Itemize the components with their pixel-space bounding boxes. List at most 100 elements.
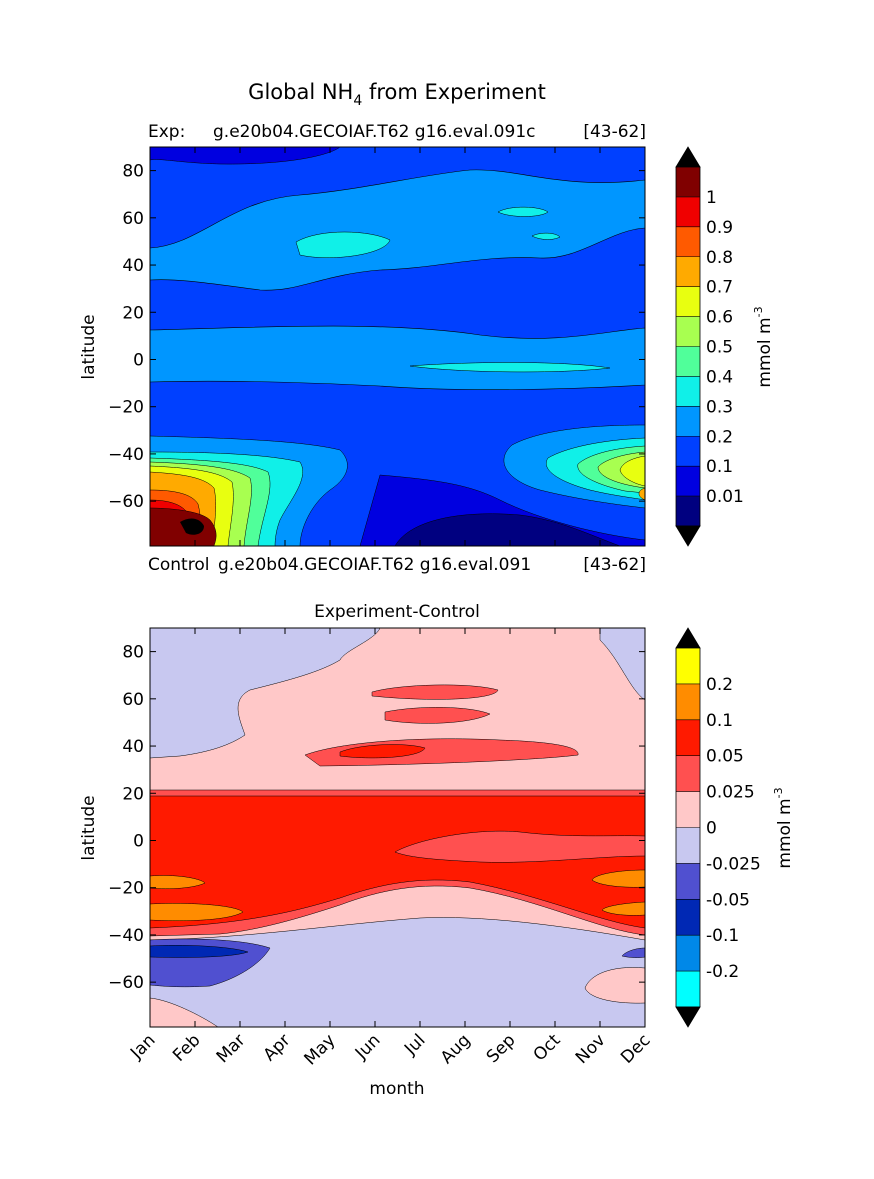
colorbar-tick-label: 0.01 [706,487,744,507]
x-tick-label-apr: Apr [260,1030,295,1065]
y-tick-label: −60 [108,973,144,993]
diff-blob-50n [384,707,491,724]
difference-contour-map [150,628,645,1027]
exp-axes-frame [149,146,646,547]
y-tick-label: 40 [122,737,144,757]
diff-blob-38n-core [339,744,426,759]
diff-title: Experiment-Control [314,602,480,622]
colorbar-tick-label: 0.3 [706,397,733,417]
y-tick-label: −60 [108,492,144,512]
colorbar-band [676,648,700,684]
y-tick-label: 60 [122,209,144,229]
y-tick-label: −20 [108,398,144,418]
control-years: [43-62] [583,555,646,575]
exp-y-ticks: 80 60 40 20 0 −20 −40 −60 [108,162,645,512]
x-tick-label-may: May [301,1030,340,1069]
y-tick-label: −40 [108,445,144,465]
x-tick-label-oct: Oct [530,1030,565,1065]
diff-orange-e2 [601,901,645,916]
colorbar-band [676,286,700,317]
diff-south-darker-patch [150,945,249,958]
colorbar-under-arrow [675,1006,701,1028]
exp-band-north [150,169,645,291]
colorbar-band [676,436,700,467]
colorbar-tick-label: 0.2 [706,675,733,695]
colorbar-band [676,167,700,197]
diff-y-ticks: 80 60 40 20 0 −20 −40 −60 [108,643,645,993]
control-label: Control [148,555,209,575]
diff-se-dark [621,947,645,958]
colorbar-tick-label: -0.05 [706,890,750,910]
y-tick-label: 20 [122,303,144,323]
colorbar-tick-label: 0.1 [706,711,733,731]
colorbar-band [676,683,700,720]
y-tick-label: 0 [133,350,144,370]
diff-colorbar-label: mmol m-3 [772,787,795,868]
colorbar-band [676,346,700,377]
exp-patch-north3 [531,232,561,240]
colorbar-band [676,935,700,972]
colorbar-band [676,256,700,287]
colorbar-tick-label: -0.2 [706,962,739,982]
exp-patch-north1 [295,231,391,258]
colorbar-tick-label: 0.4 [706,367,733,387]
colorbar-tick-label: 0.6 [706,308,733,328]
x-tick-label-aug: Aug [437,1030,475,1068]
x-tick-label-dec: Dec [617,1030,654,1067]
diff-orange-w1 [150,875,206,890]
figure-title: Global NH4 from Experiment [248,80,546,109]
diff-band-tropics [150,795,645,929]
colorbar-band [676,406,700,437]
y-tick-label: 80 [122,643,144,663]
y-tick-label: 0 [133,831,144,851]
colorbar-band [676,316,700,347]
colorbar-under-arrow [675,525,701,547]
x-tick-label-nov: Nov [572,1030,610,1068]
diff-axes-frame [149,627,646,1028]
exp-patch-north2 [497,206,549,217]
exp-colorbar-label: mmol m-3 [752,306,775,387]
diff-xlabel: month [369,1079,424,1099]
y-tick-label: −20 [108,879,144,899]
colorbar-band [676,196,700,227]
y-tick-label: 20 [122,784,144,804]
x-tick-label-jun: Jun [351,1030,385,1064]
colorbar-tick-label: 0.025 [706,783,755,803]
x-tick-label-feb: Feb [169,1030,204,1065]
exp-colorbar: 1 0.9 0.8 0.7 0.6 0.5 0.4 0.3 0.2 0.1 0.01 [675,146,744,547]
exp-ylabel: latitude [79,314,99,379]
diff-se-positive [584,967,645,1004]
colorbar-band [676,466,700,497]
exp-x-ticks [149,147,646,546]
exp-patch-south-darker [394,513,621,546]
colorbar-band [676,755,700,792]
exp-years: [43-62] [583,122,646,142]
colorbar-band [676,827,700,864]
exp-label: Exp: [148,122,185,142]
colorbar-band [676,719,700,756]
colorbar-band [676,863,700,900]
diff-south-negative [150,917,645,1027]
colorbar-band [676,376,700,407]
colorbar-tick-label: -0.1 [706,926,739,946]
exp-case-name: g.e20b04.GECOIAF.T62 g16.eval.091c [213,122,535,142]
colorbar-tick-label: 0.5 [706,338,733,358]
y-tick-label: 40 [122,256,144,276]
experiment-contour-map [150,147,645,546]
colorbar-tick-label: -0.025 [706,854,761,874]
colorbar-tick-label: 0.9 [706,218,733,238]
diff-ylabel: latitude [79,795,99,860]
colorbar-band [676,971,700,1007]
control-case-name: g.e20b04.GECOIAF.T62 g16.eval.091 [218,555,531,575]
x-tick-label-sep: Sep [483,1030,520,1067]
x-tick-label-jul: Jul [400,1030,429,1059]
colorbar-band [676,791,700,828]
diff-blob-60n [371,684,499,700]
diff-eq-patch [394,830,645,863]
y-tick-label: 80 [122,162,144,182]
colorbar-tick-label: 0.05 [706,747,744,767]
exp-se-level-0p6 [619,455,645,487]
diff-colorbar: 0.2 0.1 0.05 0.025 0 -0.025 -0.05 -0.1 -0.2 [675,627,761,1028]
x-tick-label-jan: Jan [126,1030,159,1063]
exp-band-equator-core [409,362,611,373]
